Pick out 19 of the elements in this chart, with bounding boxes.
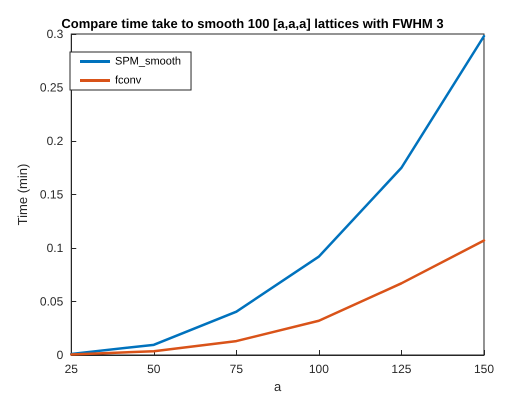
legend-label: SPM_smooth [115,56,182,68]
y-tick-label: 0.15 [40,188,64,202]
y-tick-label: 0.25 [40,80,64,94]
x-tick-label: 125 [391,362,412,376]
legend-label: fconv [115,74,142,86]
y-tick-label: 0.3 [46,27,64,41]
x-tick-label: 75 [230,362,244,376]
x-tick-label: 100 [308,362,330,376]
chart-title: Compare time take to smooth 100 [a,a,a] lattices with FWHM 3 [61,16,444,31]
y-tick-label: 0 [56,348,64,362]
x-tick-label: 25 [64,362,78,376]
x-tick-label: 50 [147,362,161,376]
y-axis-title: Time (min) [15,164,30,226]
y-tick-label: 0.05 [40,294,64,308]
x-tick-label: 150 [474,362,494,376]
x-axis-title: a [274,379,282,394]
line-series [70,34,486,356]
y-tick-label: 0.2 [46,134,64,148]
y-tick-label: 0.1 [46,241,64,255]
